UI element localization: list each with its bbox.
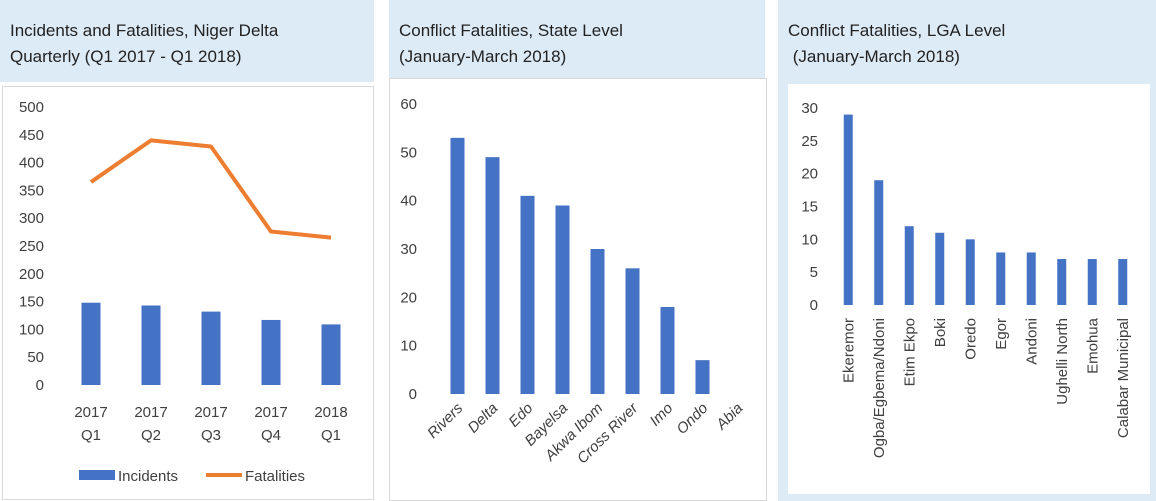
- y-tick-label: 60: [400, 96, 417, 113]
- y-tick-label: 20: [400, 289, 417, 306]
- x-tick-label: Delta: [465, 400, 502, 437]
- y-tick-label: 250: [19, 238, 44, 255]
- bar-fatalities: [590, 249, 605, 394]
- x-tick-label: Rivers: [424, 399, 466, 441]
- bar-fatalities: [695, 360, 710, 394]
- bar-incidents: [321, 324, 341, 385]
- legend-label-incidents: Incidents: [118, 468, 178, 485]
- chart-title-line-2: (January-March 2018): [788, 47, 960, 66]
- bar-fatalities: [1026, 252, 1036, 305]
- y-tick-label: 350: [19, 182, 44, 199]
- x-tick-label: Ughelli North: [1054, 318, 1071, 405]
- bar-fatalities: [843, 114, 853, 305]
- bar-fatalities: [450, 137, 465, 395]
- y-tick-label: 5: [810, 264, 818, 281]
- bar-fatalities: [660, 307, 675, 394]
- y-tick-label: 40: [400, 193, 417, 210]
- bar-fatalities: [520, 195, 535, 394]
- bar-fatalities: [1087, 259, 1097, 305]
- bar-incidents: [81, 302, 101, 385]
- chart-title-line-2: Quarterly (Q1 2017 - Q1 2018): [10, 47, 242, 66]
- legend-swatch-incidents: [79, 470, 115, 480]
- legend-label-fatalities: Fatalities: [245, 468, 305, 485]
- y-tick-label: 400: [19, 155, 44, 172]
- chart-title-line-1: Incidents and Fatalities, Niger Delta: [10, 21, 279, 40]
- chart-title: Incidents and Fatalities, Niger Delta Qu…: [10, 18, 278, 70]
- bar-incidents: [141, 305, 161, 385]
- x-tick-label-year: 2018: [314, 404, 347, 421]
- bar-fatalities: [485, 157, 500, 394]
- bar-fatalities: [965, 239, 975, 305]
- x-tick-label: Andoni: [1023, 318, 1040, 365]
- bar-fatalities: [625, 268, 640, 394]
- x-tick-label: Etim Ekpo: [901, 318, 918, 386]
- y-tick-label: 100: [19, 321, 44, 338]
- bar-incidents: [261, 319, 281, 385]
- bar-fatalities: [996, 252, 1006, 305]
- chart-area: 0 10 20 30 40 50 60 Rivers Delta Edo Bayelsa Akwa I…: [389, 78, 767, 501]
- y-tick-label: 50: [400, 144, 417, 161]
- x-tick-label: Egor: [993, 318, 1010, 350]
- quarterly-chart-svg: 0 50 100 150 200 250 300 350 400 450 500 2017 Q1 2017…: [19, 99, 348, 485]
- x-tick-label: Ogba/Egbema/Ndoni: [871, 318, 888, 458]
- y-tick-label: 0: [810, 297, 818, 314]
- lga-chart-svg: 0 5 10 15 20 25 30 Ekeremor Ogba/Egbema/Ndoni Eti…: [801, 100, 1132, 458]
- x-tick-label-quarter: Q3: [201, 427, 221, 444]
- bar-fatalities: [935, 232, 945, 305]
- y-tick-label: 150: [19, 294, 44, 311]
- x-tick-label: Oredo: [962, 318, 979, 360]
- chart-title-line-1: Conflict Fatalities, State Level: [399, 21, 623, 40]
- bar-fatalities: [874, 180, 884, 305]
- bar-fatalities: [1118, 259, 1128, 305]
- x-tick-label: Boki: [932, 318, 949, 347]
- x-tick-label-quarter: Q4: [261, 427, 281, 444]
- y-tick-label: 25: [801, 133, 818, 150]
- bar-incidents: [201, 311, 221, 385]
- x-tick-label: Emohua: [1084, 317, 1101, 374]
- chart-title: Conflict Fatalities, State Level (Januar…: [399, 18, 623, 70]
- y-tick-label: 15: [801, 199, 818, 216]
- panel-header: Conflict Fatalities, State Level (Januar…: [389, 0, 765, 82]
- bar-fatalities: [904, 226, 914, 305]
- panel-lga-level: Conflict Fatalities, LGA Level (January-…: [778, 0, 1156, 501]
- x-tick-label: Ekeremor: [840, 318, 857, 383]
- y-tick-label: 0: [36, 377, 44, 394]
- x-tick-label: Ondo: [673, 400, 711, 438]
- x-tick-label: Calabar Municipal: [1115, 318, 1132, 438]
- x-tick-label-quarter: Q1: [81, 427, 101, 444]
- y-tick-label: 20: [801, 166, 818, 183]
- chart-area: 0 5 10 15 20 25 30 Ekeremor Ogba/Egbema/Ndoni Eti…: [788, 84, 1150, 494]
- y-tick-label: 10: [801, 231, 818, 248]
- x-tick-label: Imo: [647, 400, 677, 430]
- x-tick-label: Abia: [712, 400, 746, 434]
- chart-title-line-2: (January-March 2018): [399, 47, 567, 66]
- chart-title: Conflict Fatalities, LGA Level (January-…: [788, 18, 1005, 70]
- y-tick-label: 200: [19, 266, 44, 283]
- y-tick-label: 30: [400, 241, 417, 258]
- bar-fatalities: [1057, 259, 1067, 305]
- y-tick-label: 30: [801, 100, 818, 117]
- y-tick-label: 450: [19, 127, 44, 144]
- y-tick-label: 500: [19, 99, 44, 116]
- x-tick-label-year: 2017: [194, 404, 227, 421]
- y-tick-label: 50: [27, 349, 44, 366]
- y-tick-label: 300: [19, 210, 44, 227]
- x-tick-label-year: 2017: [254, 404, 287, 421]
- x-tick-label-quarter: Q1: [321, 427, 341, 444]
- panel-niger-delta-quarterly: Incidents and Fatalities, Niger Delta Qu…: [0, 0, 374, 501]
- panel-state-level: Conflict Fatalities, State Level (Januar…: [389, 0, 767, 501]
- y-tick-label: 0: [409, 386, 417, 403]
- x-tick-label-year: 2017: [74, 404, 107, 421]
- x-tick-label-year: 2017: [134, 404, 167, 421]
- line-fatalities: [89, 138, 332, 240]
- chart-title-line-1: Conflict Fatalities, LGA Level: [788, 21, 1006, 40]
- chart-area: 0 50 100 150 200 250 300 350 400 450 500 2017 Q1 2017…: [2, 86, 374, 500]
- y-tick-label: 10: [400, 338, 417, 355]
- panel-header: Incidents and Fatalities, Niger Delta Qu…: [0, 0, 374, 82]
- x-tick-label-quarter: Q2: [141, 427, 161, 444]
- bar-fatalities: [555, 205, 570, 394]
